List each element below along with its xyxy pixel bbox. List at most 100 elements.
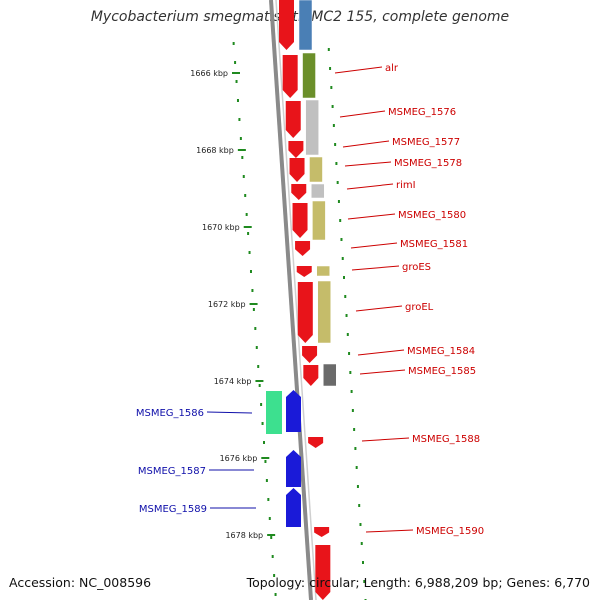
- reverse-gene-arrow: [286, 450, 301, 487]
- gc-skew-dot-left: [271, 555, 274, 558]
- forward-gene-label: MSMEG_1588: [412, 434, 480, 445]
- cog-block: [312, 200, 326, 241]
- gc-skew-dot-right: [360, 542, 363, 545]
- forward-gene-leader: [351, 265, 400, 271]
- tick-label: 1670 kbp: [202, 223, 240, 232]
- forward-gene-arrow: [303, 365, 319, 386]
- gc-skew-dot-right: [334, 143, 337, 146]
- gc-skew-dot-right: [348, 352, 351, 355]
- gc-skew-dot-right: [358, 504, 361, 507]
- forward-gene-arrow: [314, 527, 330, 537]
- gc-skew-dot-left: [263, 441, 265, 444]
- gc-skew-dot-right: [341, 257, 344, 260]
- forward-gene-leader: [359, 369, 406, 375]
- gc-skew-dot-left: [270, 536, 273, 539]
- cog-block: [302, 52, 316, 99]
- forward-gene-leader: [347, 213, 396, 220]
- gc-skew-dot-right: [362, 561, 364, 564]
- reverse-gene-label: MSMEG_1587: [138, 466, 206, 477]
- backbone-line: [269, 0, 313, 600]
- gc-skew-dot-right: [343, 276, 345, 279]
- gc-skew-dot-left: [255, 346, 258, 349]
- forward-gene-arrow: [296, 266, 312, 277]
- tick-label: 1672 kbp: [208, 300, 246, 309]
- cog-block: [298, 0, 313, 51]
- gc-skew-dot-right: [339, 219, 342, 222]
- forward-gene-arrow: [295, 241, 311, 256]
- gc-skew-dot-right: [351, 409, 354, 412]
- cog-block: [311, 183, 325, 199]
- gc-skew-dot-right: [345, 314, 348, 317]
- forward-gene-leader: [334, 66, 383, 74]
- forward-gene-label: rimI: [396, 180, 416, 191]
- forward-gene-leader: [361, 437, 410, 442]
- gc-skew-dot-right: [332, 124, 335, 127]
- cog-block: [309, 156, 323, 183]
- gc-skew-dot-left: [268, 517, 271, 520]
- forward-gene-leader: [355, 305, 403, 312]
- gc-skew-dot-right: [350, 390, 353, 393]
- gc-skew-dot-left: [239, 137, 242, 140]
- gc-skew-dot-right: [354, 447, 357, 450]
- gc-skew-dot-left: [244, 194, 247, 197]
- forward-gene-leader: [346, 183, 394, 190]
- forward-gene-leader: [365, 529, 414, 533]
- forward-gene-label: MSMEG_1585: [408, 366, 476, 377]
- forward-gene-arrow: [291, 184, 307, 200]
- gc-skew-dot-left: [238, 118, 241, 121]
- gc-skew-dot-right: [353, 428, 356, 431]
- gc-skew-dot-right: [336, 181, 339, 184]
- forward-gene-label: groEL: [405, 302, 434, 313]
- gc-skew-dot-left: [242, 175, 245, 178]
- cog-block: [317, 280, 331, 344]
- forward-gene-arrow: [308, 437, 324, 448]
- forward-gene-label: MSMEG_1577: [392, 137, 460, 148]
- forward-gene-arrow: [315, 545, 331, 600]
- gc-skew-dot-left: [265, 479, 268, 482]
- forward-gene-label: MSMEG_1578: [394, 158, 462, 169]
- gc-skew-dot-left: [260, 403, 263, 406]
- reverse-gene-label: MSMEG_1589: [139, 504, 207, 515]
- forward-gene-arrow: [302, 346, 318, 363]
- forward-gene-label: MSMEG_1580: [398, 210, 466, 221]
- gc-skew-dot-right: [344, 295, 347, 298]
- tick-label: 1674 kbp: [214, 377, 252, 386]
- gc-skew-dot-left: [235, 80, 238, 83]
- topology-summary: Topology: circular; Length: 6,988,209 bp…: [246, 575, 590, 590]
- gc-skew-dot-right: [327, 48, 330, 51]
- gc-skew-dot-left: [249, 270, 252, 273]
- forward-gene-arrow: [289, 158, 305, 182]
- gc-skew-dot-left: [252, 308, 255, 311]
- cog-block: [323, 363, 337, 387]
- forward-gene-label: MSMEG_1584: [407, 346, 475, 357]
- reverse-gene-label: MSMEG_1586: [136, 408, 204, 419]
- gc-skew-dot-left: [261, 422, 264, 425]
- gc-skew-dot-left: [267, 498, 270, 501]
- cog-block: [305, 99, 319, 156]
- backbone-inner-line: [275, 0, 317, 600]
- reverse-gene-leader: [206, 411, 253, 414]
- forward-gene-label: MSMEG_1581: [400, 239, 468, 250]
- forward-gene-arrow: [288, 141, 304, 158]
- gc-skew-dot-right: [337, 200, 340, 203]
- cog-block: [316, 265, 330, 277]
- reverse-gene-arrow: [286, 488, 301, 527]
- gc-skew-dot-left: [273, 574, 276, 577]
- gc-skew-dot-left: [232, 42, 235, 45]
- gc-skew-dot-right: [363, 580, 366, 583]
- gc-skew-dot-left: [258, 384, 261, 387]
- tick-label: 1678 kbp: [225, 531, 263, 540]
- gc-skew-dot-right: [329, 67, 332, 70]
- gc-skew-dot-right: [356, 485, 359, 488]
- forward-gene-label: MSMEG_1576: [388, 107, 456, 118]
- gc-skew-dot-right: [355, 466, 358, 469]
- forward-gene-leader: [357, 349, 405, 356]
- cog-block: [266, 391, 282, 434]
- gc-skew-dot-left: [247, 232, 250, 235]
- forward-gene-leader: [339, 110, 386, 118]
- gc-skew-dot-right: [340, 238, 343, 241]
- tick-label: 1668 kbp: [196, 146, 234, 155]
- forward-gene-label: alr: [385, 63, 399, 74]
- gc-skew-dot-left: [245, 213, 248, 216]
